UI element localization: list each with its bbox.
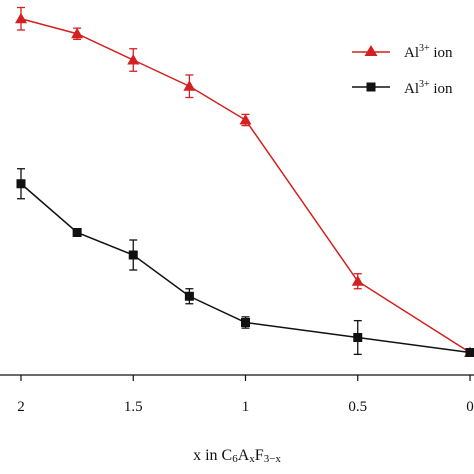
legend-item-red: Al3+ ion: [352, 43, 453, 61]
series-0: [15, 6, 474, 357]
series-1-point-4: [241, 318, 250, 327]
x-tick-label-3: 0.5: [348, 399, 367, 415]
series-1-point-1: [72, 228, 82, 237]
x-tick-label-4: 0: [466, 399, 474, 415]
series-0-point-2: [127, 54, 140, 65]
series-0-point-0: [15, 12, 27, 24]
series-1: [16, 168, 474, 357]
series-1-point-3: [184, 291, 194, 301]
x-ticks: 2 1.5 1 0.5 0: [17, 375, 474, 415]
legend-marker-triangle: [364, 45, 378, 56]
series-1-point-2: [128, 250, 138, 260]
series-0-point-1: [71, 27, 84, 39]
legend: Al3+ ion Al3+ ion: [352, 43, 453, 97]
series-0-point-4: [239, 114, 252, 125]
legend-label-red: Al3+ ion: [404, 43, 453, 61]
series-0-line: [20, 18, 471, 354]
legend-item-black: Al3+ ion: [352, 79, 453, 97]
series-1-point-6: [465, 348, 474, 357]
series-0-point-5: [351, 275, 364, 286]
x-tick-label-0: 2: [17, 399, 25, 415]
series-1-point-5: [353, 333, 363, 342]
legend-label-black: Al3+ ion: [404, 79, 453, 97]
legend-marker-square: [366, 82, 376, 92]
x-axis-title: x in C6AxF3−x: [193, 447, 281, 465]
x-tick-label-1: 1.5: [124, 399, 143, 415]
plot-area: 2 1.5 1 0.5 0: [0, 6, 474, 415]
series-0-point-3: [183, 80, 196, 91]
x-tick-label-2: 1: [242, 399, 250, 415]
series-layer: [15, 6, 474, 357]
series-1-point-0: [16, 179, 26, 189]
